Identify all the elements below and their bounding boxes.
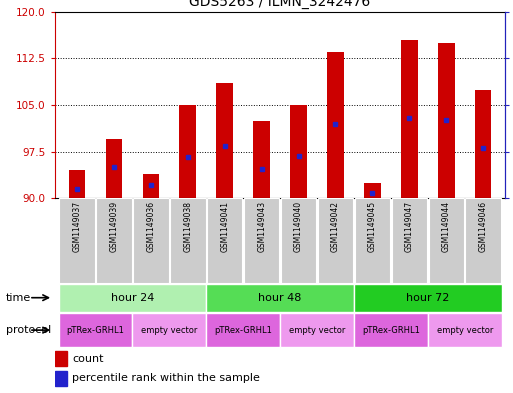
- Text: GSM1149037: GSM1149037: [72, 201, 82, 252]
- Bar: [391, 198, 427, 283]
- Text: GSM1149036: GSM1149036: [146, 201, 155, 252]
- Text: percentile rank within the sample: percentile rank within the sample: [72, 373, 260, 384]
- Bar: [180, 105, 196, 198]
- Text: pTRex-GRHL1: pTRex-GRHL1: [67, 326, 125, 334]
- Bar: [354, 284, 502, 312]
- Bar: [364, 183, 381, 198]
- Text: protocol: protocol: [6, 325, 51, 335]
- Text: GSM1149045: GSM1149045: [368, 201, 377, 252]
- Text: pTRex-GRHL1: pTRex-GRHL1: [214, 326, 272, 334]
- Bar: [106, 140, 122, 198]
- Text: GSM1149042: GSM1149042: [331, 201, 340, 252]
- Text: hour 72: hour 72: [406, 293, 449, 303]
- Bar: [465, 198, 501, 283]
- Text: GSM1149047: GSM1149047: [405, 201, 414, 252]
- Bar: [428, 313, 502, 347]
- Bar: [318, 198, 353, 283]
- Bar: [58, 284, 206, 312]
- Text: empty vector: empty vector: [289, 326, 345, 334]
- Bar: [206, 313, 280, 347]
- Bar: [428, 198, 464, 283]
- Bar: [281, 198, 317, 283]
- Text: empty vector: empty vector: [141, 326, 198, 334]
- Bar: [58, 313, 132, 347]
- Text: empty vector: empty vector: [437, 326, 493, 334]
- Bar: [475, 90, 491, 198]
- Bar: [143, 174, 159, 198]
- Bar: [244, 198, 280, 283]
- Text: count: count: [72, 354, 104, 364]
- Text: GSM1149043: GSM1149043: [257, 201, 266, 252]
- Bar: [69, 171, 85, 198]
- Bar: [132, 313, 206, 347]
- Bar: [206, 284, 354, 312]
- Bar: [401, 40, 418, 198]
- Bar: [354, 198, 390, 283]
- Bar: [354, 313, 428, 347]
- Bar: [290, 105, 307, 198]
- Title: GDS5263 / ILMN_3242476: GDS5263 / ILMN_3242476: [189, 0, 371, 9]
- Bar: [96, 198, 132, 283]
- Bar: [133, 198, 169, 283]
- Text: time: time: [6, 293, 31, 303]
- Text: hour 48: hour 48: [259, 293, 302, 303]
- Text: GSM1149039: GSM1149039: [109, 201, 119, 252]
- Bar: [55, 351, 67, 366]
- Text: GSM1149046: GSM1149046: [479, 201, 488, 252]
- Text: GSM1149040: GSM1149040: [294, 201, 303, 252]
- Bar: [170, 198, 206, 283]
- Text: GSM1149038: GSM1149038: [183, 201, 192, 252]
- Bar: [327, 52, 344, 198]
- Text: hour 24: hour 24: [111, 293, 154, 303]
- Bar: [60, 198, 95, 283]
- Text: GSM1149041: GSM1149041: [220, 201, 229, 252]
- Text: GSM1149044: GSM1149044: [442, 201, 451, 252]
- Bar: [207, 198, 243, 283]
- Bar: [253, 121, 270, 198]
- Bar: [280, 313, 354, 347]
- Bar: [438, 43, 455, 198]
- Bar: [55, 371, 67, 386]
- Text: pTRex-GRHL1: pTRex-GRHL1: [362, 326, 420, 334]
- Bar: [216, 83, 233, 198]
